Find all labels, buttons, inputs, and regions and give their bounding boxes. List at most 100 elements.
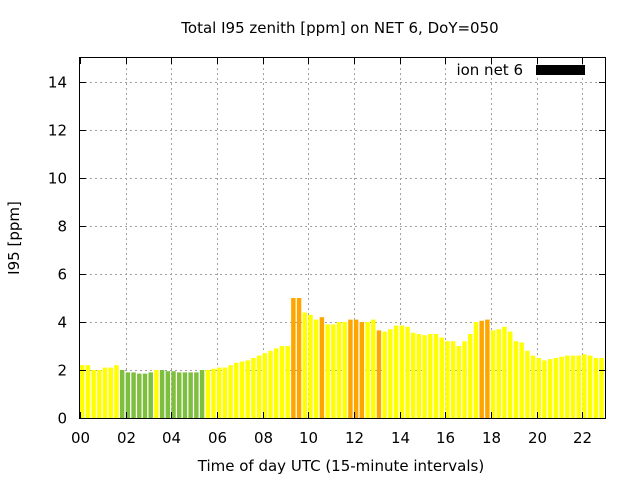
bar	[239, 361, 245, 418]
legend: ion net 6	[456, 61, 585, 79]
y-tick-label: 8	[57, 218, 67, 236]
bar	[547, 359, 553, 418]
ticks	[80, 58, 605, 419]
bar	[171, 371, 176, 418]
bar	[388, 329, 393, 418]
bar	[433, 334, 439, 418]
y-tick-label: 4	[57, 314, 67, 332]
x-tick-label: 06	[208, 429, 227, 447]
bar	[228, 365, 233, 418]
bar	[342, 322, 347, 418]
bar	[593, 358, 599, 418]
bar	[211, 368, 216, 418]
bar	[177, 372, 182, 418]
x-tick-label: 12	[345, 429, 364, 447]
bar	[599, 358, 604, 418]
bar	[422, 335, 427, 418]
bar	[570, 355, 576, 418]
bar	[405, 326, 410, 418]
bar	[325, 324, 330, 418]
bar	[256, 355, 262, 418]
legend-label: ion net 6	[456, 61, 523, 79]
bar	[291, 298, 296, 418]
bar	[80, 365, 85, 418]
y-axis-label: I95 [ppm]	[5, 201, 23, 275]
bar	[188, 372, 193, 418]
bar	[530, 355, 536, 418]
y-tick-label: 14	[48, 74, 67, 92]
x-tick-label: 22	[573, 429, 592, 447]
plot-frame	[79, 57, 606, 419]
bar	[194, 372, 199, 418]
bar	[399, 325, 405, 418]
bar	[410, 332, 416, 418]
y-tick-label: 6	[57, 266, 67, 284]
bar	[114, 365, 119, 418]
bar	[97, 370, 102, 418]
bar	[131, 372, 136, 418]
bar	[450, 341, 456, 418]
bar	[462, 341, 467, 418]
bar	[439, 337, 444, 418]
bars	[80, 298, 604, 418]
x-tick-label: 14	[391, 429, 410, 447]
bar	[102, 367, 108, 418]
bar	[137, 373, 142, 418]
bar	[245, 360, 250, 418]
bar	[125, 372, 131, 418]
x-tick-label: 18	[482, 429, 501, 447]
bar	[353, 319, 359, 418]
x-axis-label: Time of day UTC (15-minute intervals)	[197, 457, 484, 475]
bar	[262, 353, 268, 418]
y-tick-labels: 0 2 4 6 8 10 12 14	[48, 74, 67, 428]
legend-swatch	[536, 65, 585, 75]
bar	[371, 319, 376, 418]
bar	[274, 348, 279, 418]
bar	[216, 367, 222, 418]
bar	[302, 312, 307, 418]
bar	[468, 334, 473, 418]
bar	[513, 341, 519, 418]
bar	[251, 358, 256, 418]
bar	[587, 355, 593, 418]
x-tick-label: 04	[162, 429, 181, 447]
bar	[348, 319, 353, 418]
bar	[553, 358, 559, 418]
x-tick-label: 16	[436, 429, 455, 447]
bar	[308, 314, 313, 418]
bar	[565, 355, 570, 418]
bar	[428, 334, 433, 418]
x-tick-label: 08	[254, 429, 273, 447]
bar	[365, 322, 370, 418]
x-tick-label: 20	[528, 429, 547, 447]
bar	[279, 346, 285, 418]
bar	[359, 322, 365, 418]
bar	[525, 350, 530, 418]
bar	[182, 372, 188, 418]
bar	[519, 342, 524, 418]
bar	[319, 317, 325, 418]
bar	[331, 324, 336, 418]
bar	[313, 319, 319, 418]
bar	[296, 298, 302, 418]
bar	[108, 367, 113, 418]
bar	[393, 325, 399, 418]
y-tick-label: 10	[48, 170, 67, 188]
bar	[559, 356, 564, 418]
bar	[85, 365, 91, 418]
y-tick-label: 12	[48, 122, 67, 140]
bar	[445, 341, 450, 418]
bar	[382, 331, 387, 418]
bar	[154, 370, 159, 418]
x-tick-label: 00	[71, 429, 90, 447]
bar	[285, 346, 290, 418]
bar	[502, 326, 507, 418]
bar	[222, 367, 228, 418]
bar	[536, 358, 541, 418]
bar	[119, 370, 125, 418]
bar	[576, 355, 581, 418]
x-tick-label: 10	[299, 429, 318, 447]
bar	[479, 320, 484, 418]
bar	[582, 354, 587, 418]
